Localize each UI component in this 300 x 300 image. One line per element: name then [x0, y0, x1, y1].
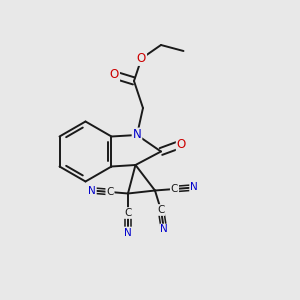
Text: C: C — [157, 205, 165, 215]
Text: C: C — [171, 184, 178, 194]
Text: N: N — [124, 227, 132, 238]
Text: O: O — [110, 68, 119, 82]
Text: N: N — [190, 182, 198, 193]
Text: O: O — [137, 52, 146, 65]
Text: O: O — [177, 137, 186, 151]
Text: N: N — [133, 128, 141, 142]
Text: C: C — [106, 187, 114, 197]
Text: C: C — [124, 208, 132, 218]
Text: N: N — [160, 224, 168, 235]
Text: N: N — [88, 185, 96, 196]
